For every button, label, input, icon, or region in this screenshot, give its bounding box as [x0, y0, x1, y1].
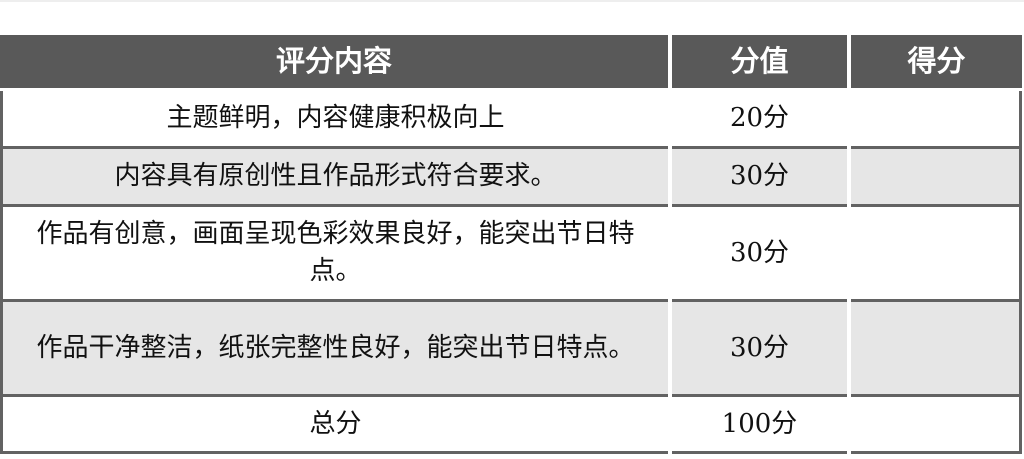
row-3-score	[851, 207, 1022, 302]
row-2-score	[851, 149, 1022, 207]
scoring-table: 评分内容 分值 得分 主题鲜明，内容健康积极向上 20分 内容具有原创性且作品形…	[0, 35, 1022, 454]
row-3-points: 30分	[672, 207, 847, 302]
row-4-score	[851, 302, 1022, 397]
row-1-content: 主题鲜明，内容健康积极向上	[0, 91, 668, 149]
total-label: 总分	[0, 397, 668, 454]
top-divider	[0, 0, 1024, 2]
row-4-points: 30分	[672, 302, 847, 397]
total-points: 100分	[672, 397, 847, 454]
row-2-content: 内容具有原创性且作品形式符合要求。	[0, 149, 668, 207]
row-2-points: 30分	[672, 149, 847, 207]
header-score: 得分	[851, 35, 1022, 91]
total-score	[851, 397, 1022, 454]
row-4-content: 作品干净整洁，纸张完整性良好，能突出节日特点。	[0, 302, 668, 397]
header-content: 评分内容	[0, 35, 668, 91]
row-1-score	[851, 91, 1022, 149]
row-3-content: 作品有创意，画面呈现色彩效果良好，能突出节日特点。	[0, 207, 668, 302]
row-1-points: 20分	[672, 91, 847, 149]
header-points: 分值	[672, 35, 847, 91]
